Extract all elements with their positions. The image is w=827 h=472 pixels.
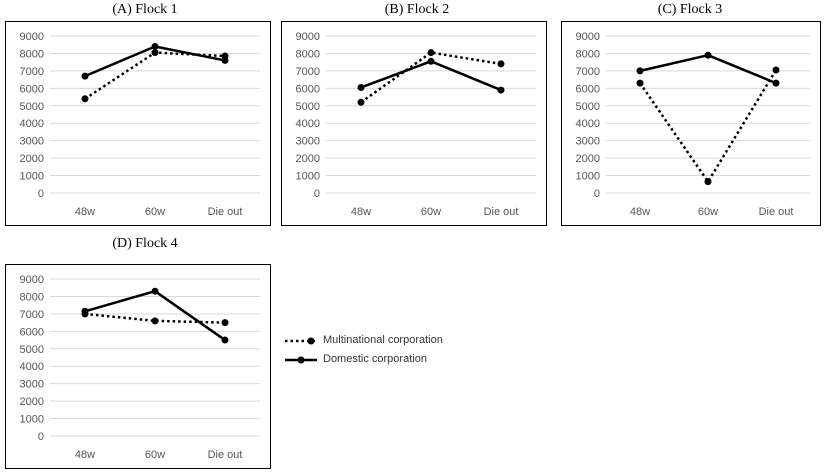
y-tick-label: 6000 — [20, 83, 44, 95]
series-line-domestic — [639, 53, 777, 85]
data-point-domestic — [221, 56, 229, 64]
y-tick-label: 6000 — [20, 326, 44, 338]
x-tick-label: 48w — [75, 206, 95, 218]
y-tick-label: 8000 — [296, 48, 320, 60]
x-tick-label: Die out — [208, 449, 243, 461]
y-tick-label: 3000 — [20, 379, 44, 391]
data-point-multinational — [81, 95, 89, 103]
data-point-multinational — [704, 178, 712, 186]
y-tick-label: 0 — [38, 431, 44, 443]
y-tick-label: 9000 — [576, 31, 600, 43]
x-tick-label: 60w — [145, 449, 165, 461]
y-tick-label: 3000 — [20, 136, 44, 148]
legend-swatch-solid — [285, 356, 317, 364]
y-tick-label: 2000 — [296, 153, 320, 165]
data-point-domestic — [497, 86, 505, 94]
chart-1-title: (A) Flock 1 — [112, 2, 178, 17]
data-point-multinational — [221, 319, 229, 327]
y-tick-label: 4000 — [20, 361, 44, 373]
y-tick-label: 0 — [38, 188, 44, 200]
data-point-domestic — [357, 83, 365, 91]
y-tick-label: 1000 — [20, 171, 44, 183]
y-tick-label: 1000 — [20, 414, 44, 426]
y-tick-label: 0 — [594, 188, 600, 200]
y-tick-label: 4000 — [296, 118, 320, 130]
data-point-multinational — [497, 60, 505, 68]
data-point-domestic — [636, 67, 644, 75]
y-tick-label: 6000 — [576, 83, 600, 95]
data-point-multinational — [357, 98, 365, 106]
x-tick-label: Die out — [759, 206, 794, 218]
series-line-multinational — [638, 69, 778, 183]
y-tick-label: 6000 — [296, 83, 320, 95]
x-tick-label: Die out — [208, 206, 243, 218]
data-point-multinational — [772, 66, 780, 74]
x-tick-label: 60w — [698, 206, 718, 218]
y-tick-label: 5000 — [576, 101, 600, 113]
y-tick-label: 8000 — [576, 48, 600, 60]
series-line-multinational — [360, 51, 502, 104]
chart-1-plot: 0 1000 2000 3000 4000 5000 6000 7000 8000 9000 48w… — [20, 31, 260, 218]
data-point-domestic — [151, 287, 159, 295]
series-line-multinational — [84, 312, 226, 324]
legend-label-domestic: Domestic corporation — [323, 353, 427, 365]
y-tick-label: 2000 — [20, 396, 44, 408]
y-tick-label: 7000 — [20, 309, 44, 321]
data-point-domestic — [81, 72, 89, 80]
y-tick-label: 4000 — [576, 118, 600, 130]
chart-4-title: (D) Flock 4 — [112, 236, 178, 251]
y-tick-label: 7000 — [296, 66, 320, 78]
x-tick-label: 48w — [630, 206, 650, 218]
data-point-multinational — [151, 317, 159, 325]
x-tick-label: 48w — [75, 449, 95, 461]
y-tick-label: 1000 — [576, 171, 600, 183]
data-point-multinational — [151, 49, 159, 57]
y-tick-label: 7000 — [576, 66, 600, 78]
data-point-domestic — [151, 42, 159, 50]
chart-2-plot: 0 1000 2000 3000 4000 5000 6000 7000 8000 9000 48w… — [296, 31, 536, 218]
y-tick-label: 8000 — [20, 291, 44, 303]
y-tick-label: 7000 — [20, 66, 44, 78]
y-tick-label: 9000 — [20, 31, 44, 43]
series-line-multinational — [84, 51, 226, 100]
y-tick-label: 1000 — [296, 171, 320, 183]
y-tick-label: 8000 — [20, 48, 44, 60]
y-tick-label: 5000 — [20, 344, 44, 356]
y-tick-label: 3000 — [296, 136, 320, 148]
y-tick-label: 5000 — [296, 101, 320, 113]
data-point-domestic — [704, 51, 712, 59]
y-tick-label: 9000 — [296, 31, 320, 43]
y-tick-label: 0 — [314, 188, 320, 200]
data-point-domestic — [427, 57, 435, 65]
data-point-domestic — [772, 79, 780, 87]
chart-2-title: (B) Flock 2 — [384, 2, 450, 17]
x-tick-label: 60w — [421, 206, 441, 218]
chart-3-plot: 0 1000 2000 3000 4000 5000 6000 7000 8000 9000 48w… — [576, 31, 810, 218]
data-point-multinational — [427, 49, 435, 57]
y-tick-label: 2000 — [576, 153, 600, 165]
data-point-multinational — [636, 79, 644, 87]
y-tick-label: 4000 — [20, 118, 44, 130]
chart-flock-2: 0 1000 2000 3000 4000 5000 6000 7000 8000 9000 48w… — [281, 21, 547, 226]
y-tick-label: 3000 — [576, 136, 600, 148]
chart-3-title: (C) Flock 3 — [657, 2, 723, 17]
series-line-domestic — [84, 289, 226, 342]
y-tick-label: 9000 — [20, 274, 44, 286]
legend-swatch-dotted — [285, 337, 317, 345]
x-tick-label: 48w — [351, 206, 371, 218]
data-point-domestic — [81, 307, 89, 315]
series-line-domestic — [360, 60, 502, 92]
y-tick-label: 2000 — [20, 153, 44, 165]
data-point-domestic — [221, 336, 229, 344]
y-tick-label: 5000 — [20, 101, 44, 113]
chart-flock-4: 0 1000 2000 3000 4000 5000 6000 7000 8000 9000 48w… — [5, 264, 271, 469]
x-tick-label: 60w — [145, 206, 165, 218]
chart-flock-1: 0 1000 2000 3000 4000 5000 6000 7000 8000 9000 48w… — [5, 21, 271, 226]
legend-label-multinational: Multinational corporation — [323, 334, 443, 346]
chart-4-plot: 0 1000 2000 3000 4000 5000 6000 7000 8000 9000 48w… — [20, 274, 260, 461]
x-tick-label: Die out — [484, 206, 519, 218]
chart-flock-3: 0 1000 2000 3000 4000 5000 6000 7000 8000 9000 48w… — [561, 21, 821, 226]
